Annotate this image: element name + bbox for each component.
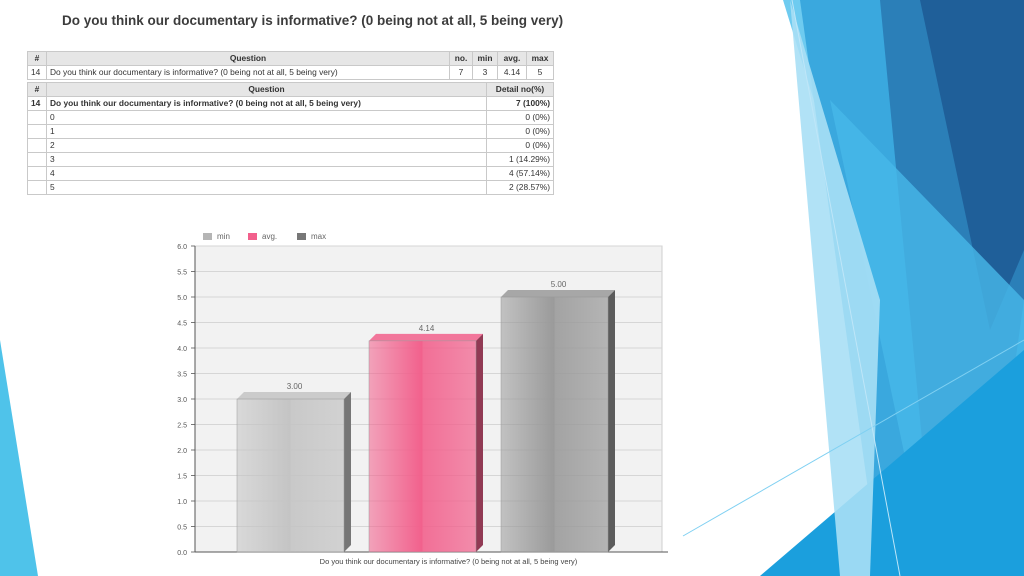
header-hash: # — [27, 51, 47, 66]
cell-detail: 4 (57.14%) — [486, 166, 554, 181]
legend-swatch-min — [203, 233, 212, 240]
cell-detail: 2 (28.57%) — [486, 180, 554, 195]
header-question: Question — [46, 82, 487, 97]
cell-option: 0 — [46, 110, 487, 125]
cell-option: 2 — [46, 138, 487, 153]
y-tick-label: 3.0 — [177, 397, 187, 404]
cell-detail: 0 (0%) — [486, 138, 554, 153]
header-question: Question — [46, 51, 450, 66]
header-hash: # — [27, 82, 47, 97]
y-tick-label: 5.5 — [177, 270, 187, 277]
bar-min — [236, 398, 345, 553]
cell-avg: 4.14 — [497, 65, 527, 80]
bar-top-max — [501, 290, 615, 297]
y-tick-label: 2.5 — [177, 423, 187, 430]
cell-detail: 1 (14.29%) — [486, 152, 554, 167]
cell-option: 3 — [46, 152, 487, 167]
table-row: 14 Do you think our documentary is infor… — [27, 96, 554, 111]
data-label-min: 3.00 — [287, 382, 303, 391]
header-min: min — [472, 51, 498, 66]
cell-detail: 0 (0%) — [486, 124, 554, 139]
bar-avg — [368, 340, 477, 553]
table-row: 14 Do you think our documentary is infor… — [27, 65, 554, 80]
data-label-max: 5.00 — [551, 280, 567, 289]
y-tick-label: 1.0 — [177, 499, 187, 506]
header-detail: Detail no(%) — [486, 82, 554, 97]
cell-id: 14 — [27, 65, 47, 80]
cell-detail: 7 (100%) — [486, 96, 554, 111]
y-tick-label: 0.5 — [177, 525, 187, 532]
data-label-avg: 4.14 — [419, 324, 435, 333]
table-header-row: # Question Detail no(%) — [27, 82, 554, 97]
bar-chart: 0.0 0.5 1.0 1.5 2.0 2.5 3.0 3.5 4.0 4.5 5.0 5.5 6.0 3… — [177, 244, 668, 566]
header-avg: avg. — [497, 51, 527, 66]
y-tick-label: 3.5 — [177, 372, 187, 379]
cell-option: 5 — [46, 180, 487, 195]
bar-side-max — [608, 290, 615, 552]
page-title: Do you think our documentary is informat… — [62, 13, 564, 28]
detail-table: # Question Detail no(%) 14 Do you think … — [27, 82, 554, 195]
cell-question: Do you think our documentary is informat… — [46, 96, 487, 111]
header-max: max — [526, 51, 554, 66]
legend-item-min: min — [203, 232, 230, 241]
cell-option: 1 — [46, 124, 487, 139]
legend-swatch-max — [297, 233, 306, 240]
legend-label-min: min — [217, 232, 230, 241]
y-tick-label: 2.0 — [177, 448, 187, 455]
legend-label-avg: avg. — [262, 232, 278, 241]
cell-max: 5 — [526, 65, 554, 80]
table-header-row: # Question no. min avg. max — [27, 51, 554, 66]
y-tick-label: 6.0 — [177, 244, 187, 251]
y-tick-label: 0.0 — [177, 550, 187, 557]
cell-detail: 0 (0%) — [486, 110, 554, 125]
bar-top-min — [237, 392, 351, 399]
bar-side-min — [344, 392, 351, 552]
cell-option: 4 — [46, 166, 487, 181]
y-tick-label: 4.0 — [177, 346, 187, 353]
bar-top-avg — [369, 333, 483, 341]
legend-swatch-avg — [248, 233, 257, 240]
legend-item-avg: avg. — [248, 232, 277, 241]
cell-min: 3 — [472, 65, 498, 80]
bar-side-avg — [476, 333, 483, 552]
legend-label-max: max — [311, 232, 327, 241]
cell-id: 14 — [27, 96, 47, 111]
y-tick-label: 5.0 — [177, 295, 187, 302]
summary-table: # Question no. min avg. max 14 Do you th… — [27, 51, 554, 80]
y-tick-label: 1.5 — [177, 474, 187, 481]
y-tick-label: 4.5 — [177, 321, 187, 328]
cell-no: 7 — [449, 65, 473, 80]
x-category-label: Do you think our documentary is informat… — [320, 557, 578, 566]
header-no: no. — [449, 51, 473, 66]
cell-question: Do you think our documentary is informat… — [46, 65, 450, 80]
legend-item-max: max — [297, 232, 326, 241]
bar-max — [500, 296, 609, 553]
